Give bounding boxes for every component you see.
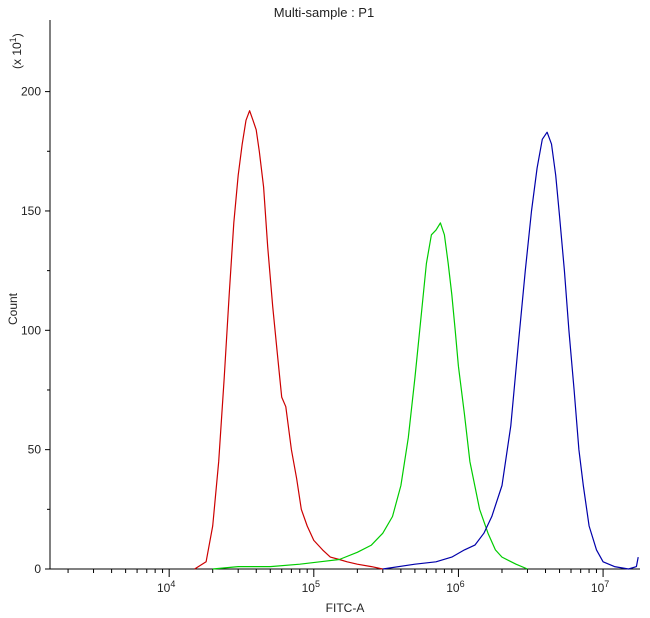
series-line-red bbox=[194, 110, 383, 570]
y-ticks: 0 50 100 150 200 bbox=[21, 85, 50, 576]
y-axis-label: Count bbox=[6, 292, 20, 325]
x-tick-label: 106 bbox=[446, 579, 464, 595]
y-tick-label: 150 bbox=[21, 204, 41, 218]
x-axis-label: FITC-A bbox=[326, 601, 365, 615]
series-line-green bbox=[212, 222, 528, 570]
y-tick-label: 200 bbox=[21, 85, 41, 99]
x-ticks: 104 105 106 107 bbox=[67, 569, 609, 595]
y-multiplier-label: (x 101) bbox=[8, 33, 24, 69]
y-multiplier-base: (x 10 bbox=[10, 42, 24, 69]
y-multiplier-exp: 1 bbox=[8, 37, 18, 42]
series-layer bbox=[194, 110, 639, 570]
y-tick-label: 100 bbox=[21, 323, 41, 337]
x-tick-label: 105 bbox=[302, 579, 320, 595]
x-tick-label: 104 bbox=[157, 579, 175, 595]
y-tick-label: 50 bbox=[28, 443, 42, 457]
x-tick-label: 107 bbox=[591, 579, 609, 595]
y-tick-label: 0 bbox=[34, 562, 41, 576]
series-line-blue bbox=[382, 131, 639, 570]
y-multiplier-close: ) bbox=[10, 33, 24, 37]
chart-title: Multi-sample : P1 bbox=[274, 5, 374, 20]
svg-text:(x 101): (x 101) bbox=[8, 33, 24, 69]
